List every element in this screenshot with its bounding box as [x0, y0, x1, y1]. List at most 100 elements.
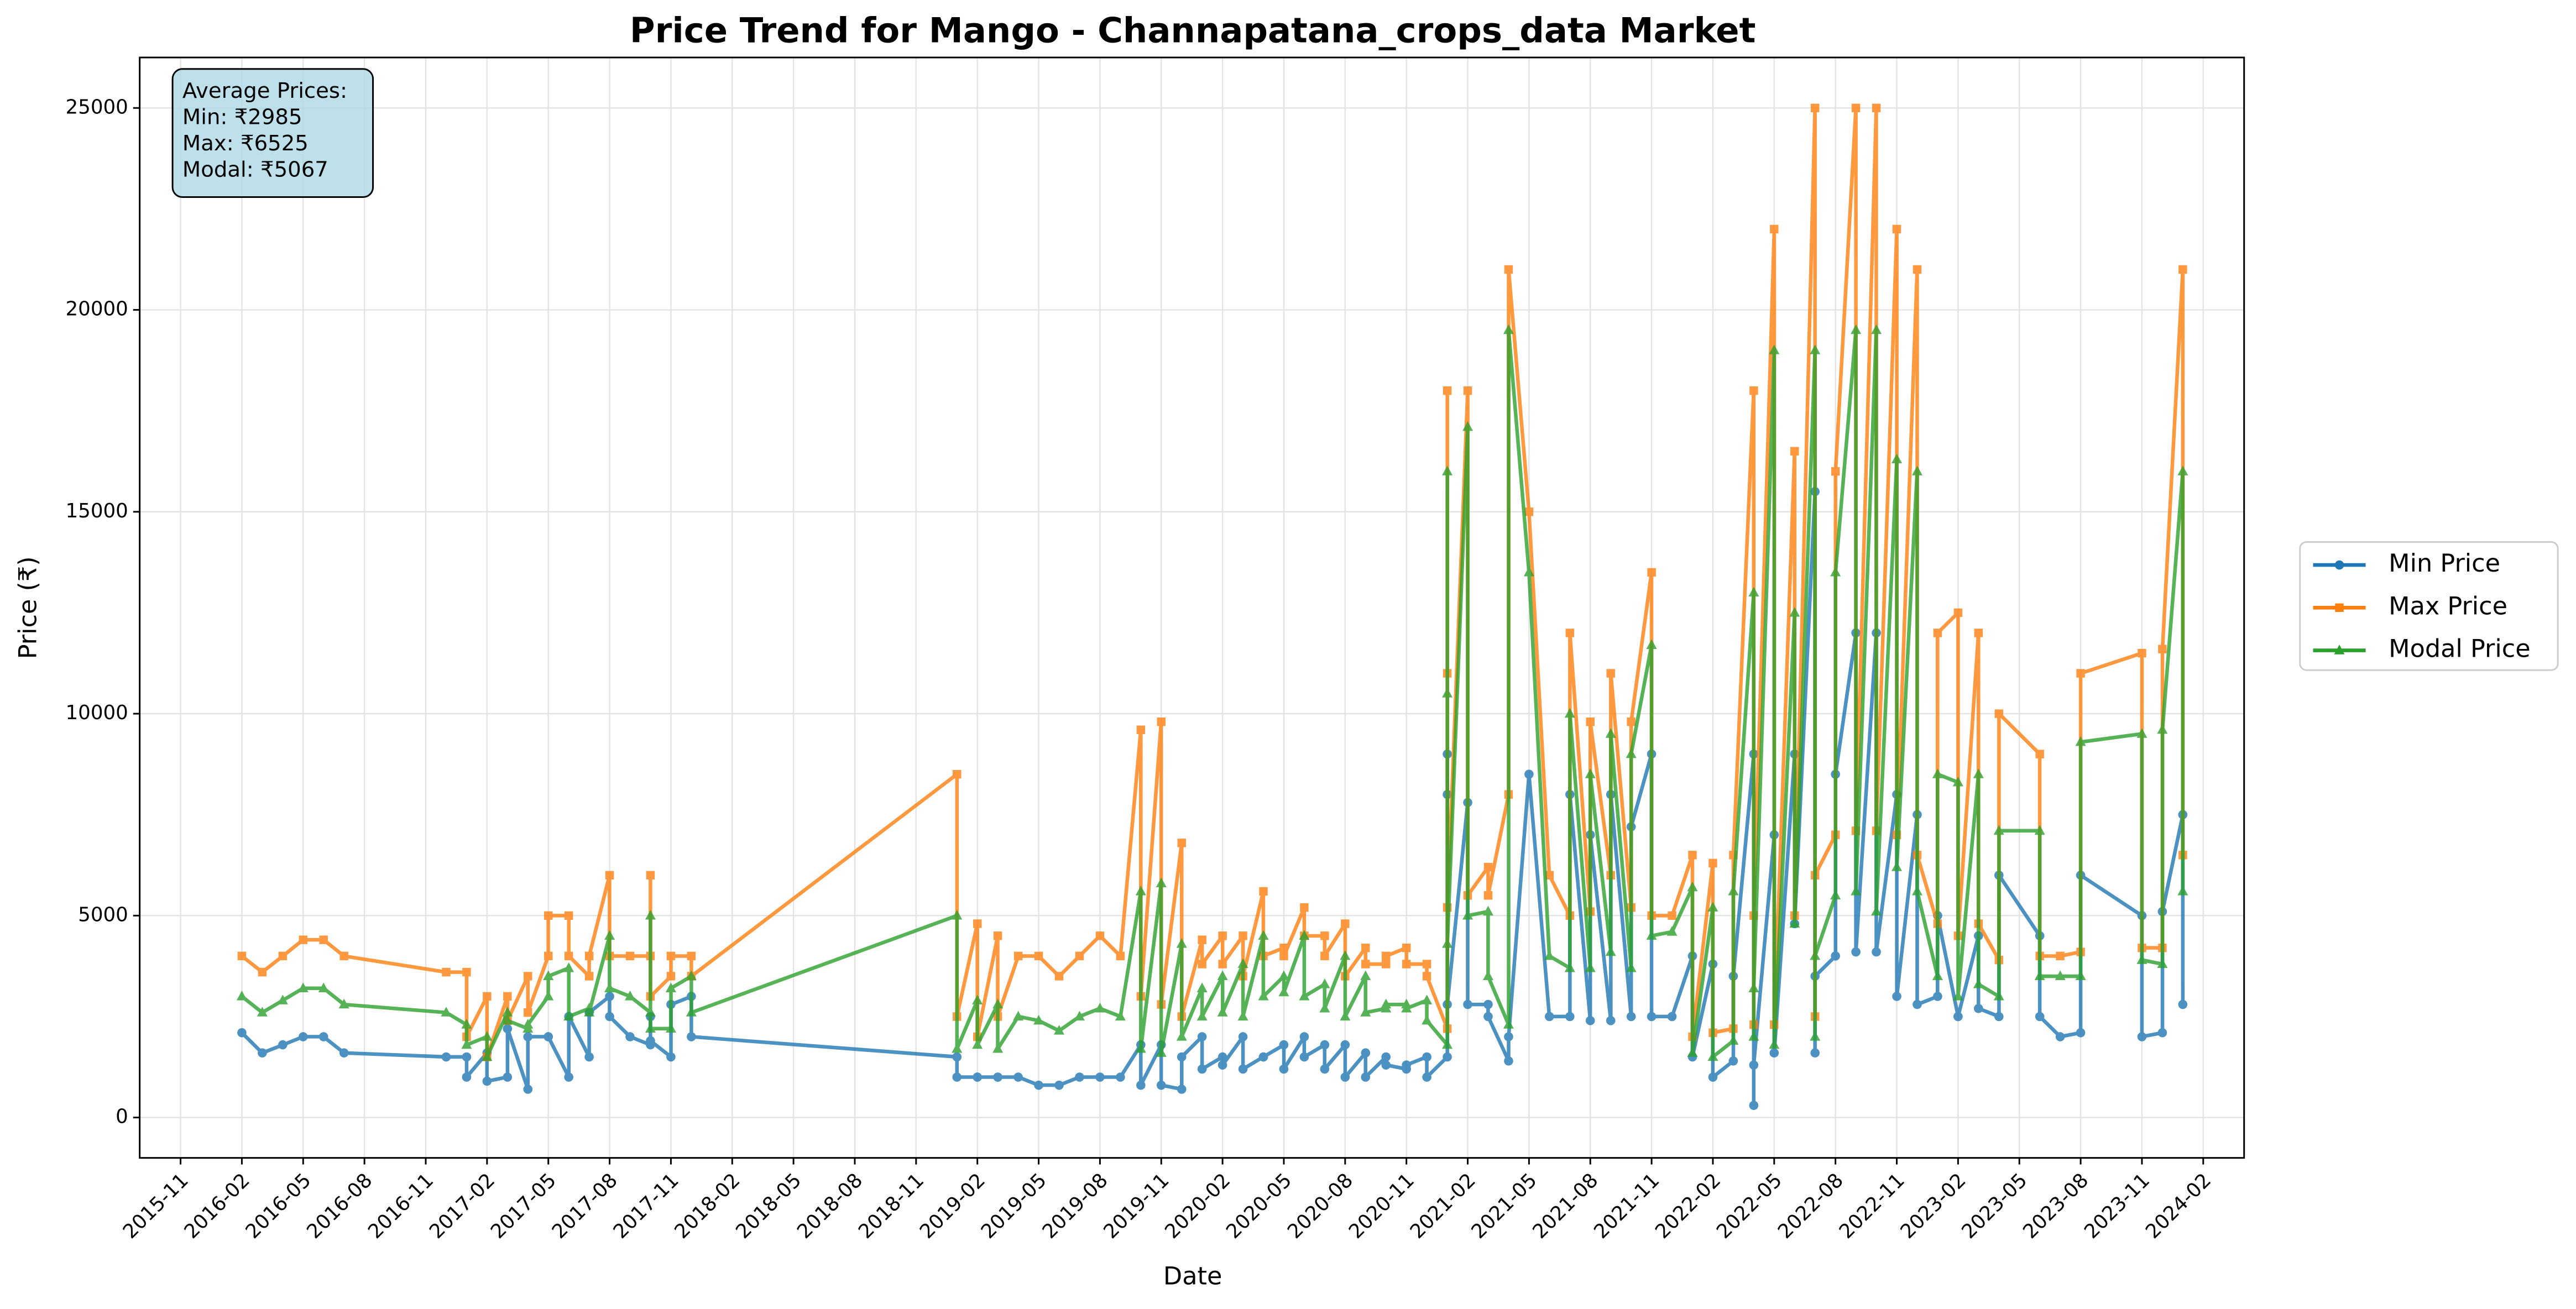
marker	[1422, 960, 1431, 968]
marker	[952, 1043, 963, 1053]
marker	[584, 972, 594, 981]
marker	[1156, 1047, 1167, 1057]
marker	[686, 1007, 697, 1017]
marker	[278, 1040, 288, 1050]
marker	[1258, 991, 1269, 1001]
marker	[625, 1032, 635, 1041]
marker	[992, 1043, 1004, 1053]
marker	[1176, 938, 1187, 948]
marker	[1401, 1002, 1412, 1013]
marker	[318, 982, 329, 992]
marker	[1442, 938, 1453, 948]
marker	[1851, 886, 1862, 896]
marker	[543, 970, 554, 981]
marker	[1646, 930, 1657, 940]
marker	[665, 1023, 676, 1033]
marker	[1606, 1015, 1616, 1025]
legend-label: Min Price	[2389, 549, 2500, 578]
marker	[461, 1019, 472, 1029]
marker	[1728, 1056, 1738, 1066]
marker	[1503, 1019, 1514, 1029]
marker	[1116, 951, 1125, 961]
marker	[1279, 1064, 1289, 1074]
marker	[2158, 645, 2167, 653]
marker	[1565, 1012, 1575, 1022]
marker	[1218, 931, 1227, 940]
marker	[605, 871, 614, 880]
marker	[297, 982, 309, 992]
marker	[1892, 224, 1901, 234]
marker	[1891, 861, 1903, 871]
marker	[2076, 669, 2085, 678]
marker	[1544, 950, 1555, 960]
marker	[1156, 1080, 1166, 1090]
y-tick-label: 5000	[78, 903, 128, 926]
marker	[605, 1012, 614, 1022]
marker	[1279, 1040, 1289, 1050]
marker	[1361, 960, 1370, 968]
marker	[1871, 905, 1882, 916]
marker	[1483, 1012, 1493, 1022]
marker	[1115, 1010, 1126, 1021]
marker	[972, 1039, 983, 1049]
marker	[1770, 224, 1779, 234]
marker	[2157, 724, 2168, 734]
marker	[563, 962, 574, 972]
marker	[1381, 1060, 1391, 1070]
marker	[953, 769, 962, 779]
marker	[625, 991, 636, 1001]
legend: Min Price Max Price Modal Price	[2299, 541, 2559, 671]
marker	[973, 1072, 983, 1082]
series	[237, 486, 2188, 1111]
marker	[1320, 931, 1329, 940]
marker	[1994, 1012, 2004, 1022]
series	[236, 324, 2188, 1061]
marker	[646, 871, 655, 880]
marker	[1953, 1012, 1963, 1022]
marker	[1463, 386, 1472, 395]
marker	[993, 1072, 1002, 1082]
marker	[1932, 768, 1943, 778]
marker	[278, 951, 288, 961]
marker	[1606, 669, 1615, 678]
marker	[1504, 1056, 1513, 1066]
marker	[2334, 645, 2345, 654]
marker	[1483, 891, 1493, 900]
marker	[1687, 1047, 1698, 1057]
marker	[461, 1039, 472, 1049]
marker	[1626, 748, 1637, 758]
marker	[1503, 324, 1514, 334]
marker	[1708, 1072, 1718, 1082]
marker	[522, 1019, 534, 1029]
marker	[1361, 1048, 1371, 1058]
marker	[1646, 639, 1657, 650]
marker	[1320, 1040, 1330, 1050]
marker	[1381, 998, 1392, 1009]
marker	[666, 951, 676, 961]
marker	[1237, 958, 1248, 968]
marker	[441, 1052, 451, 1062]
marker	[1402, 960, 1411, 968]
marker	[2157, 1028, 2167, 1038]
marker	[2034, 970, 2045, 981]
marker	[1237, 1010, 1248, 1021]
marker	[523, 1032, 533, 1041]
marker	[1176, 1031, 1187, 1041]
plot-frame	[139, 56, 2245, 1159]
annotation-text: Average Prices:	[182, 78, 347, 103]
marker	[1422, 994, 1433, 1004]
marker	[973, 919, 982, 928]
marker	[1279, 951, 1288, 961]
marker	[1728, 1035, 1739, 1045]
marker	[1095, 1072, 1105, 1082]
marker	[1341, 919, 1350, 928]
marker	[2075, 970, 2086, 981]
marker	[1382, 960, 1391, 968]
marker	[1402, 944, 1411, 952]
marker	[645, 909, 656, 920]
marker	[462, 1072, 472, 1082]
y-tick-label: 20000	[65, 298, 128, 321]
marker	[1034, 1080, 1043, 1090]
legend-label: Max Price	[2389, 591, 2507, 620]
